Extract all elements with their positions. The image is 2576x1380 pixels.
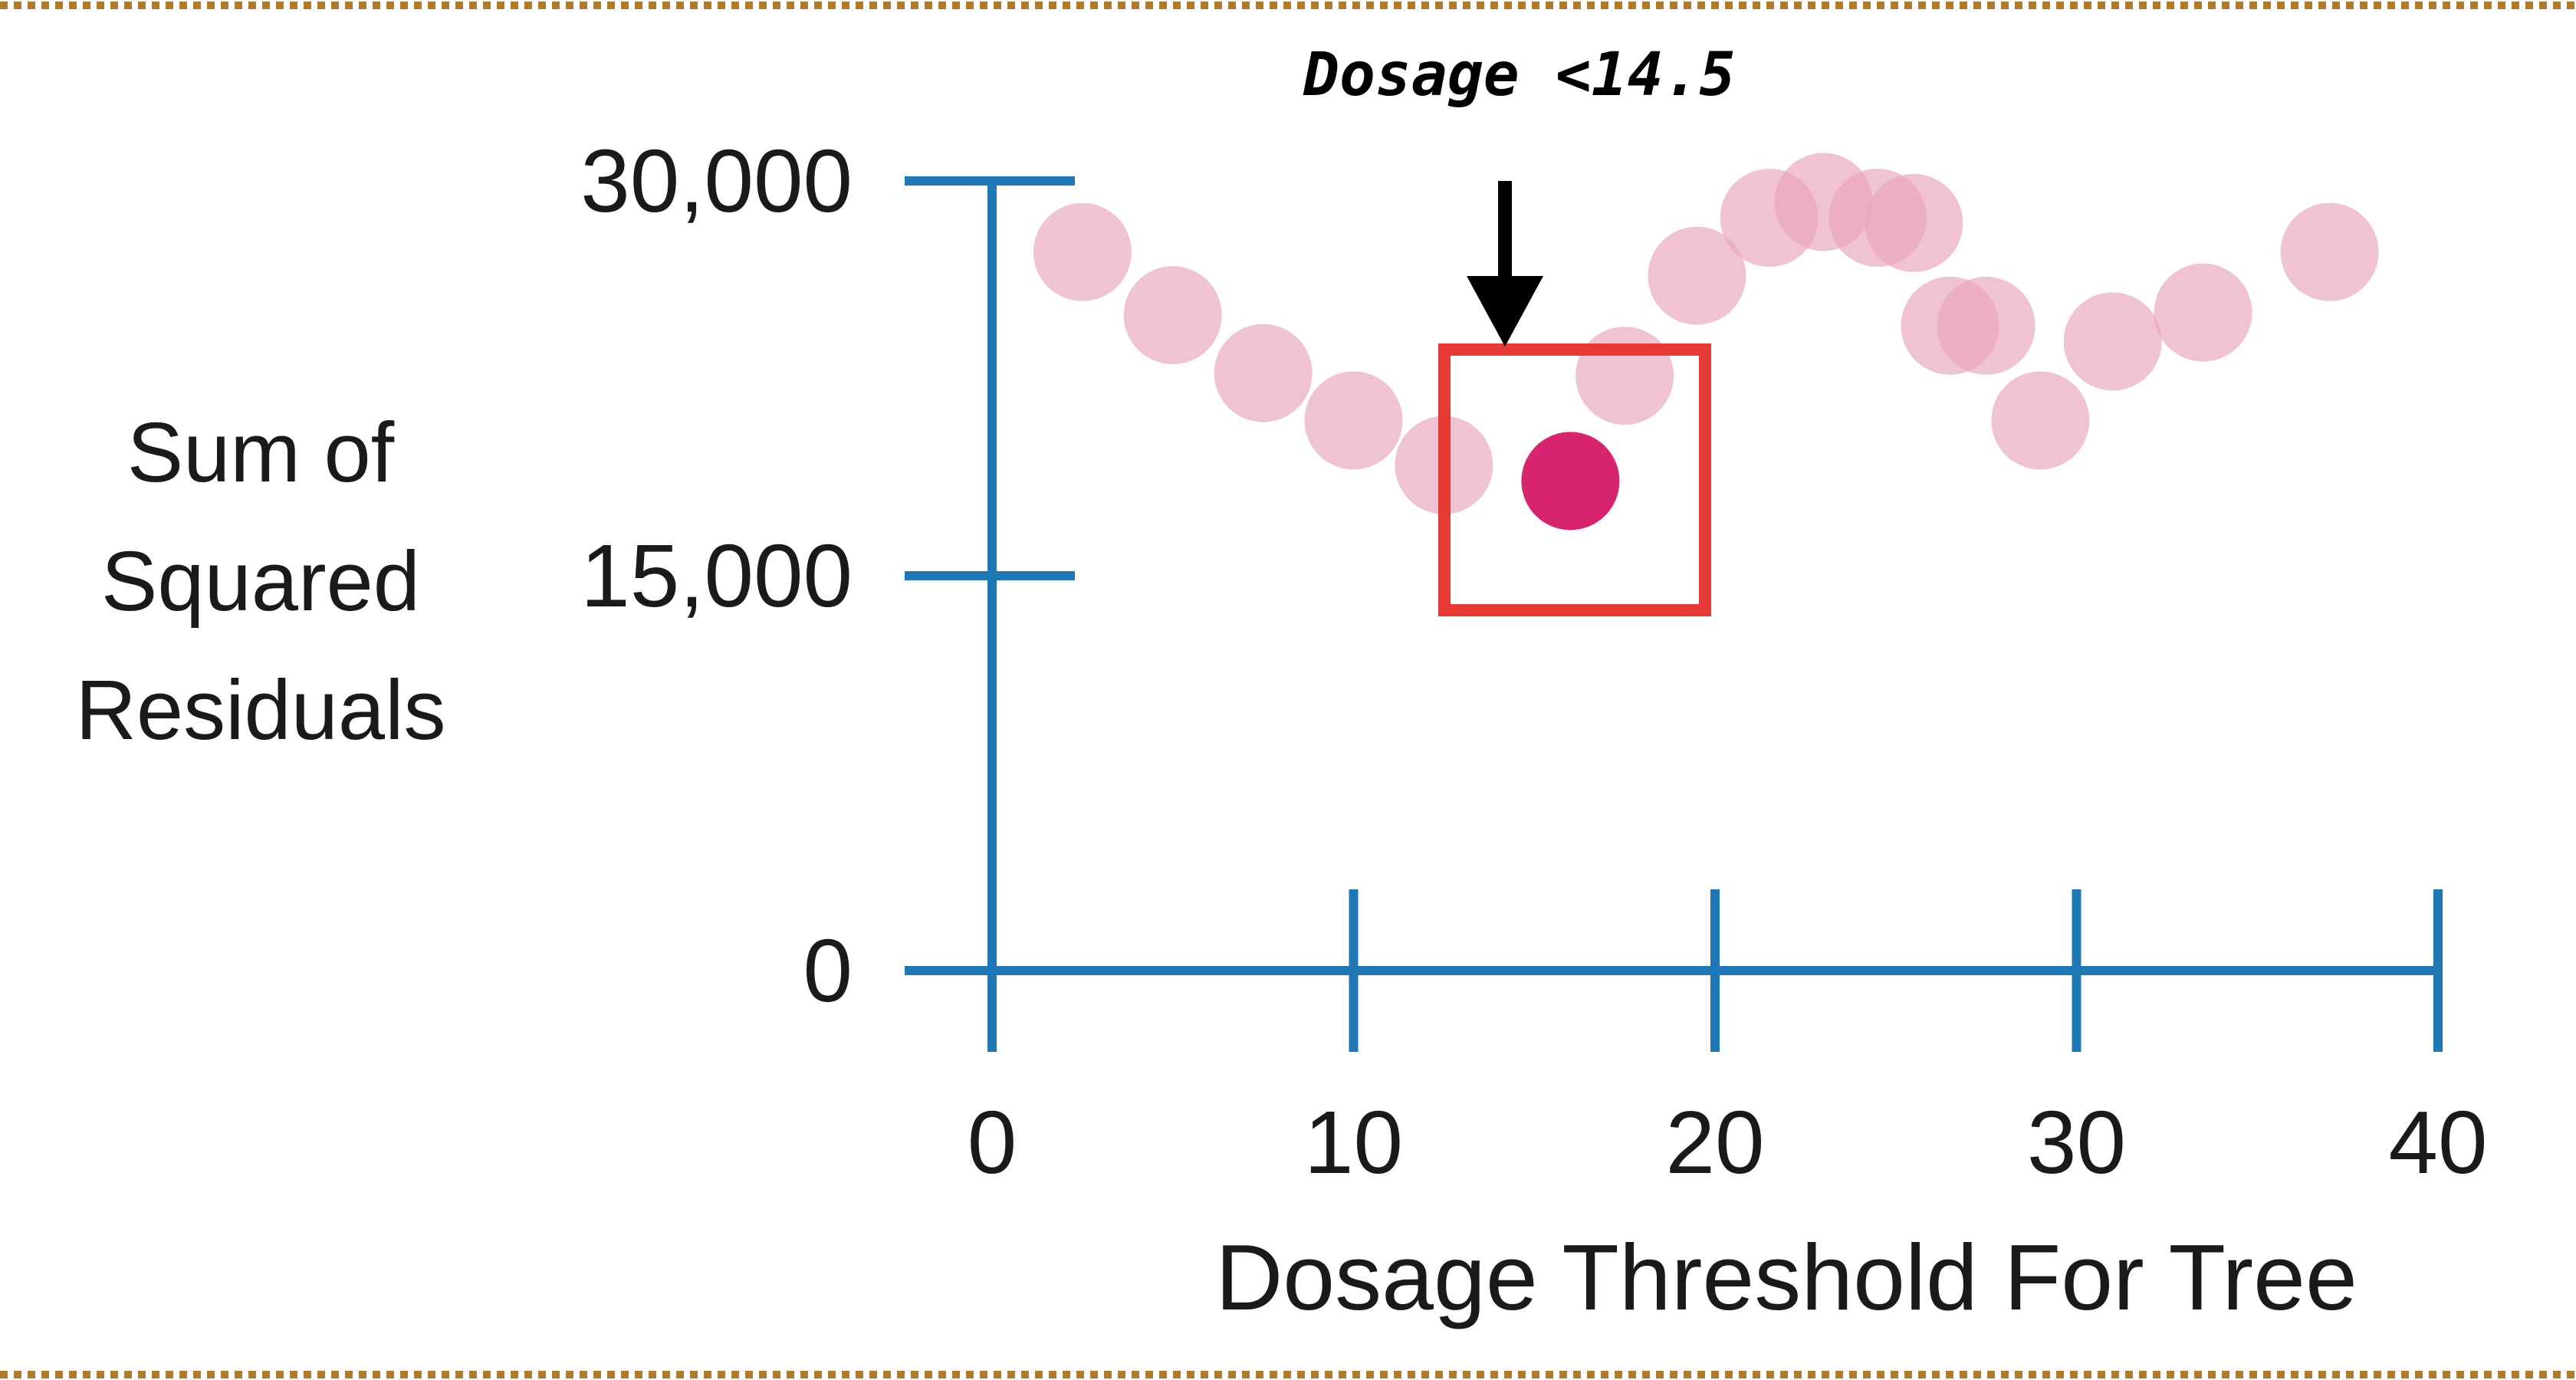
data-point <box>1304 371 1403 470</box>
x-tick-label: 30 <box>2027 1092 2126 1192</box>
y-axis-title-line-1: Sum of <box>127 406 395 500</box>
x-tick-label: 10 <box>1304 1092 1403 1192</box>
data-point <box>1123 266 1222 365</box>
top-dashed-border <box>0 2 2576 9</box>
data-point <box>1648 226 1746 325</box>
data-point <box>2063 292 2162 391</box>
x-tick-label: 20 <box>1665 1092 1764 1192</box>
y-tick-label: 0 <box>803 921 853 1020</box>
data-point <box>1033 202 1132 301</box>
annotation-label: Dosage <14.5 <box>1303 41 1736 110</box>
y-tick-label: 15,000 <box>580 526 853 626</box>
annotation-arrow <box>1467 181 1543 347</box>
bottom-dashed-border <box>0 1371 2576 1378</box>
y-axis-title-line-3: Residuals <box>75 663 445 757</box>
axes-layer <box>905 176 2443 1052</box>
data-point <box>1214 324 1313 422</box>
labels-layer: 0 15,000 30,000 0 10 20 30 40 <box>580 131 2487 1192</box>
x-tick-label: 0 <box>968 1092 1017 1192</box>
data-point <box>1991 371 2090 470</box>
data-point <box>2280 202 2379 301</box>
data-point <box>2154 263 2252 362</box>
x-tick-label: 40 <box>2388 1092 2487 1192</box>
data-point <box>1937 276 2036 375</box>
x-axis-title: Dosage Threshold For Tree <box>1215 1225 2358 1329</box>
y-tick-label: 30,000 <box>580 131 853 231</box>
data-point <box>1865 173 1963 272</box>
selected-point-highlight-box <box>1438 343 1711 616</box>
data-point <box>1576 327 1674 426</box>
selected-data-point <box>1521 432 1620 531</box>
y-axis-title-line-2: Squared <box>101 534 420 629</box>
